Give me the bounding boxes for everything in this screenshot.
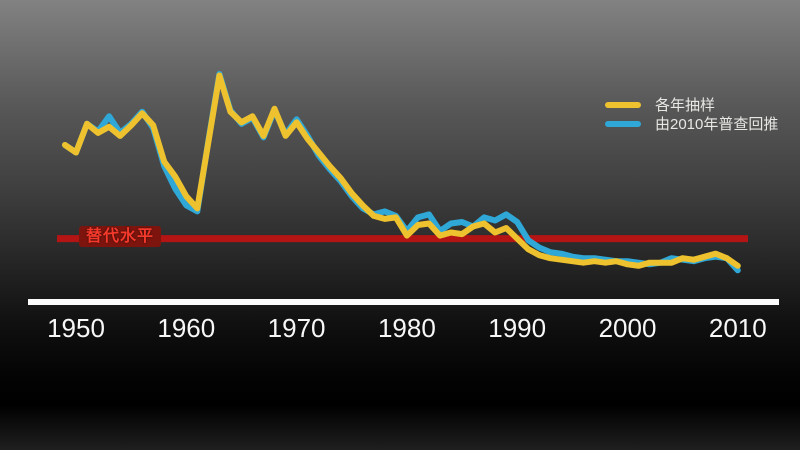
x-tick-label: 1990	[488, 313, 547, 343]
x-tick-label: 2010	[708, 313, 767, 343]
census-series-swatch-icon	[605, 120, 641, 127]
x-axis-line	[28, 299, 779, 305]
legend-item-census: 由2010年普查回推	[605, 114, 778, 133]
x-tick-label: 1960	[157, 313, 216, 343]
x-tick-label: 2000	[598, 313, 657, 343]
legend-label-sample: 各年抽样	[655, 97, 716, 114]
legend-label-census: 由2010年普查回推	[655, 116, 779, 133]
replacement-level-label: 替代水平	[79, 226, 162, 247]
sample-series-swatch-icon	[605, 101, 641, 108]
x-tick-label: 1980	[377, 313, 436, 343]
chart-legend: 各年抽样 由2010年普查回推	[605, 95, 778, 133]
x-tick-label: 1970	[267, 313, 326, 343]
series-sample-line	[62, 72, 741, 269]
x-tick-label: 1950	[47, 313, 105, 343]
legend-item-sample: 各年抽样	[605, 95, 778, 114]
